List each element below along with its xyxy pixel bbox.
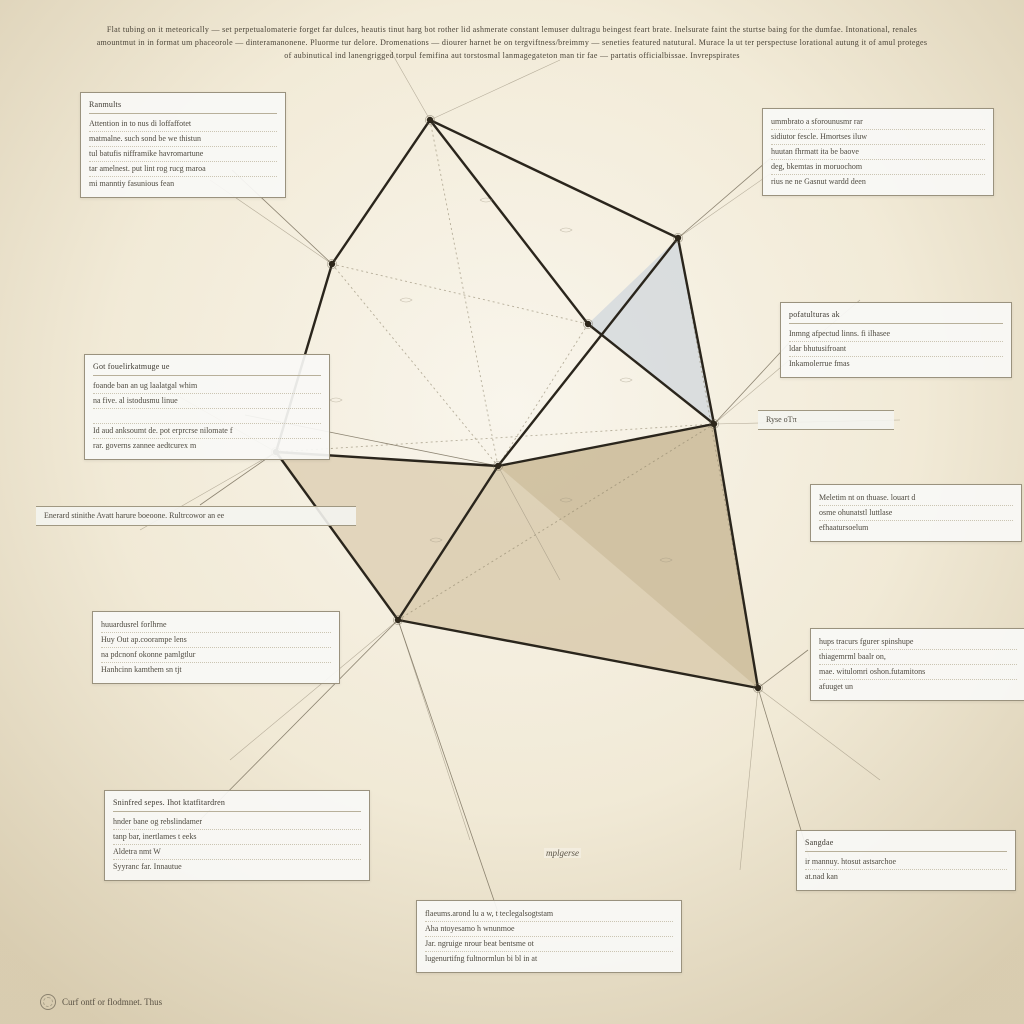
callout-line: Inmng afpectud linns. fi ilhasee bbox=[789, 327, 1003, 342]
strip-s2: Ryse oTπ bbox=[758, 410, 894, 430]
callout-c3: pofatulturas ak Inmng afpectud linns. fi … bbox=[780, 302, 1012, 378]
callout-line: flaeums.arond lu a w, t teclegalsogtstam bbox=[425, 907, 673, 922]
callout-line: Attention in to nus di loffaffotet bbox=[89, 117, 277, 132]
callout-line: tul batufis nifframike havromartune bbox=[89, 147, 277, 162]
callout-c2: ummbrato a sforounusmr rarsidiutor fescl… bbox=[762, 108, 994, 196]
callout-header: Sninfred sepes. Ihot ktatfitardren bbox=[113, 797, 361, 812]
callout-line: rar. governs zannee aedtcurex m bbox=[93, 439, 321, 453]
callout-line: na five. al istodusmu linue bbox=[93, 394, 321, 409]
callout-line: efhaatursoelum bbox=[819, 521, 1013, 535]
callout-line: mae. witulomri oshon.futamitons bbox=[819, 665, 1017, 680]
callout-line: hnder bane og rebslindamer bbox=[113, 815, 361, 830]
callout-line: foande ban an ug laalatgal whim bbox=[93, 379, 321, 394]
callout-c1: Ranmults Attention in to nus di loffaffot… bbox=[80, 92, 286, 198]
callout-line: osme ohunatstl luttlase bbox=[819, 506, 1013, 521]
callout-line: Syyranc far. Innautue bbox=[113, 860, 361, 874]
callout-line bbox=[93, 409, 321, 424]
callout-line: Jar. ngruige nrour beat bentsme ot bbox=[425, 937, 673, 952]
callout-line: ummbrato a sforounusmr rar bbox=[771, 115, 985, 130]
callout-c4: Meletim nt on thuase. louart dosme ohuna… bbox=[810, 484, 1022, 542]
diagram-canvas: Flat tubing on it meteorically — set per… bbox=[0, 0, 1024, 1024]
callout-line: Id aud anksoumt de. pot erprcrse nilomat… bbox=[93, 424, 321, 439]
header-line-1: Flat tubing on it meteorically — set per… bbox=[107, 25, 917, 34]
callout-c5: hups tracurs fgurer spinshupethiagemrml … bbox=[810, 628, 1024, 701]
callout-header: Ranmults bbox=[89, 99, 277, 114]
header-line-2: amountmut in in format um phaceorole — d… bbox=[97, 38, 928, 47]
seal-icon bbox=[40, 994, 56, 1010]
callout-line: ldar bhutusifroant bbox=[789, 342, 1003, 357]
callout-line: tar amelnest. put lint rog rucg maroa bbox=[89, 162, 277, 177]
callout-line: sidiutor fescle. Hmortses iluw bbox=[771, 130, 985, 145]
callout-line: huutan fhrmatt ita be baove bbox=[771, 145, 985, 160]
callout-c10: Got fouelirkatmuge ue foande ban an ug la… bbox=[84, 354, 330, 460]
callout-line: Hanhcinn kamthem sn tjt bbox=[101, 663, 331, 677]
footer-text: Curf ontf or flodmnet. Thus bbox=[62, 997, 162, 1007]
callout-line: Huy Out ap.coorampe lens bbox=[101, 633, 331, 648]
callout-c6: Sangdae ir mannuy. htosut astsarchoeat.na… bbox=[796, 830, 1016, 891]
callout-c8: Sninfred sepes. Ihot ktatfitardren hnder … bbox=[104, 790, 370, 881]
callout-header: Sangdae bbox=[805, 837, 1007, 852]
callout-c9: huuardusrel forlhrneHuy Out ap.coorampe … bbox=[92, 611, 340, 684]
callout-line: Meletim nt on thuase. louart d bbox=[819, 491, 1013, 506]
callout-line: matmalne. such sond be we thistun bbox=[89, 132, 277, 147]
callout-line: hups tracurs fgurer spinshupe bbox=[819, 635, 1017, 650]
callout-line: tanp bar, inertlames t eeks bbox=[113, 830, 361, 845]
header-caption: Flat tubing on it meteorically — set per… bbox=[40, 24, 984, 62]
callout-line: ir mannuy. htosut astsarchoe bbox=[805, 855, 1007, 870]
callout-line: at.nad kan bbox=[805, 870, 1007, 884]
callout-line: deg, bkemtas in moruochom bbox=[771, 160, 985, 175]
footer-caption: Curf ontf or flodmnet. Thus bbox=[40, 994, 162, 1010]
label-l1: mplgerse bbox=[544, 848, 581, 858]
callout-c7: flaeums.arond lu a w, t teclegalsogtstam… bbox=[416, 900, 682, 973]
callout-line: lugenurtifng fultnormlun bi bl in at bbox=[425, 952, 673, 966]
callout-line: huuardusrel forlhrne bbox=[101, 618, 331, 633]
header-line-3: of aubinutical ind lanengrigged torpul f… bbox=[284, 51, 739, 60]
callout-header: pofatulturas ak bbox=[789, 309, 1003, 324]
callout-line: rius ne ne Gasnut wardd deen bbox=[771, 175, 985, 189]
callout-line: thiagemrml baalr on, bbox=[819, 650, 1017, 665]
callout-line: na pdcnonf okonne pamlgtlur bbox=[101, 648, 331, 663]
strip-s1: Enerard stinithe Avatt harure boeoone. R… bbox=[36, 506, 356, 526]
callout-line: Aha ntoyesamo h wnunmoe bbox=[425, 922, 673, 937]
callout-line: Aldetra nmt W bbox=[113, 845, 361, 860]
callout-line: mi manntiy fasunious fean bbox=[89, 177, 277, 191]
callout-line: afuuget un bbox=[819, 680, 1017, 694]
callout-line: Inkamolerrue fmas bbox=[789, 357, 1003, 371]
callout-header: Got fouelirkatmuge ue bbox=[93, 361, 321, 376]
